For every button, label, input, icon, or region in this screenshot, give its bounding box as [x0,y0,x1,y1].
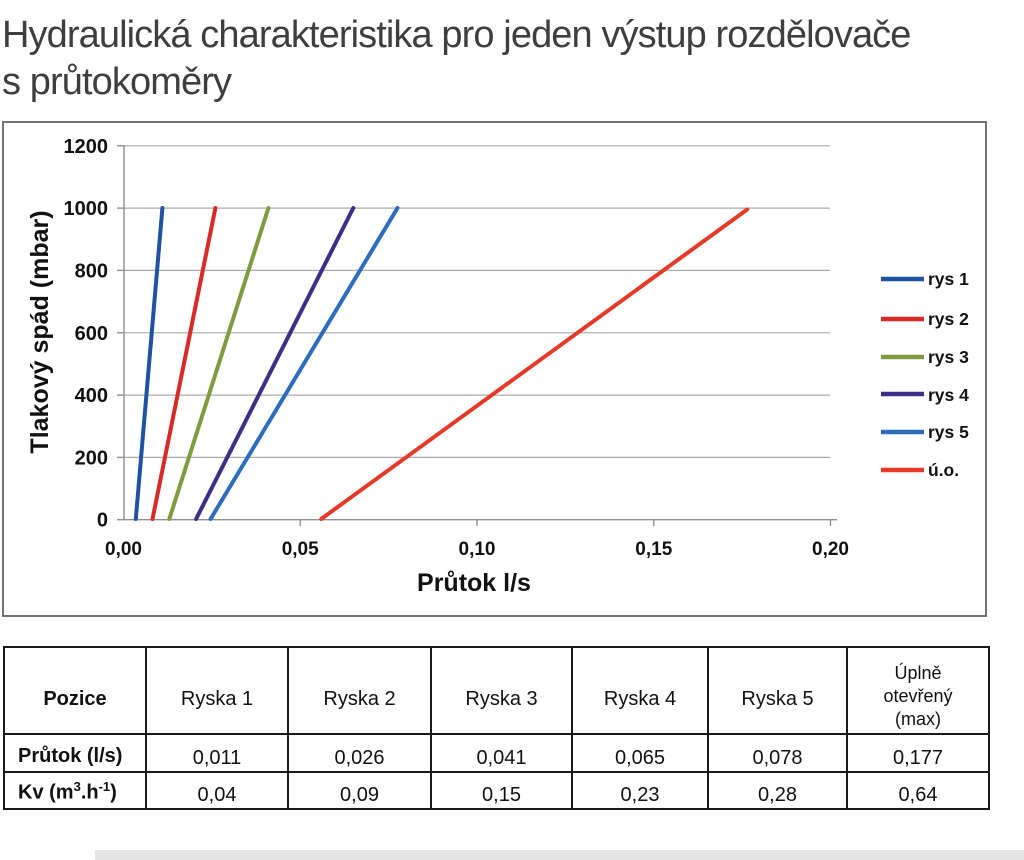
svg-text:rys 3: rys 3 [928,347,969,367]
svg-text:rys 5: rys 5 [928,422,969,442]
svg-text:rys 2: rys 2 [928,309,969,329]
svg-text:rys 4: rys 4 [928,385,969,405]
svg-text:0,00: 0,00 [105,539,142,560]
svg-text:1000: 1000 [64,198,109,220]
svg-text:0,05: 0,05 [282,539,319,560]
svg-text:Průtok l/s: Průtok l/s [417,569,531,597]
svg-text:1200: 1200 [64,136,109,158]
svg-text:600: 600 [75,323,108,345]
svg-text:0,20: 0,20 [812,539,849,560]
svg-text:200: 200 [75,447,108,469]
svg-text:0,15: 0,15 [635,539,672,560]
svg-text:ú.o.: ú.o. [928,460,959,480]
svg-text:0,10: 0,10 [459,539,496,560]
svg-text:400: 400 [75,385,108,407]
svg-text:800: 800 [75,260,108,282]
svg-text:Tlakový spád (mbar): Tlakový spád (mbar) [26,210,54,453]
svg-text:0: 0 [97,510,108,532]
svg-text:rys 1: rys 1 [928,269,969,289]
